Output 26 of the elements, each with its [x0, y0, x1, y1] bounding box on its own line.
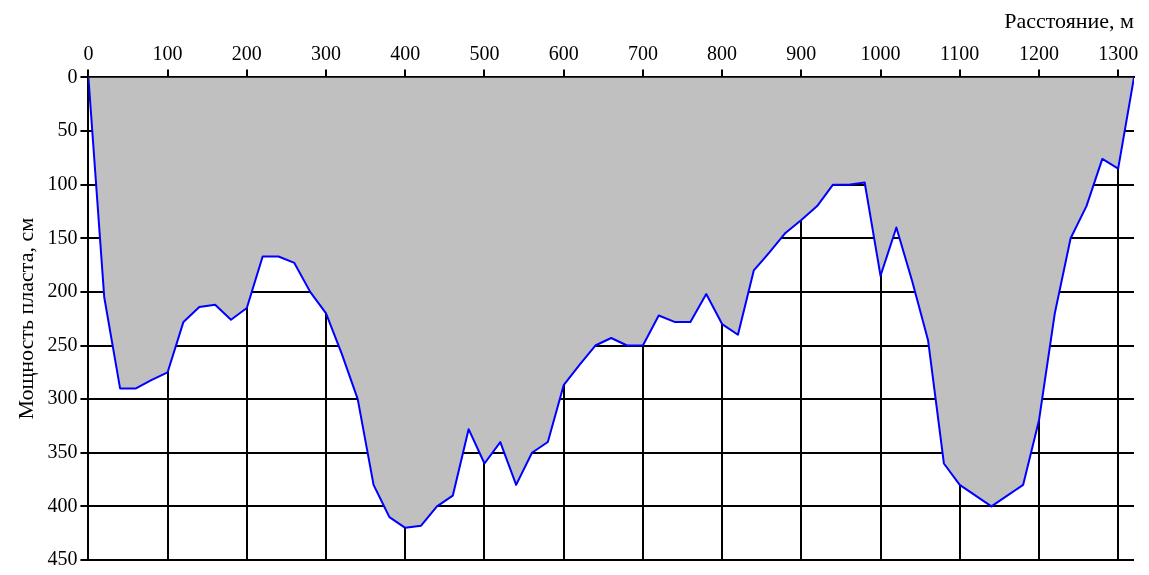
y-tick-label: 150: [47, 225, 78, 248]
x-tick-label: 1200: [1018, 41, 1059, 64]
y-tick-label: 300: [47, 386, 78, 409]
x-tick-label: 300: [311, 41, 342, 64]
y-tick-label: 450: [47, 547, 78, 570]
y-axis-title: Мощность пласта, см: [12, 217, 38, 420]
x-tick-label: 900: [786, 41, 817, 64]
x-axis-title: Расстояние, м: [1004, 7, 1135, 33]
x-tick-label: 200: [231, 41, 262, 64]
x-tick-label: 400: [390, 41, 421, 64]
x-tick-label: 800: [707, 41, 738, 64]
y-tick-label: 0: [67, 64, 78, 87]
y-tick-label: 200: [47, 279, 78, 302]
x-tick-label: 600: [548, 41, 579, 64]
x-tick-label: 700: [627, 41, 658, 64]
y-tick-label: 100: [47, 171, 78, 194]
y-tick-label: 400: [47, 493, 78, 516]
x-tick-label: 1000: [860, 41, 901, 64]
y-tick-label: 50: [57, 118, 78, 141]
x-tick-label: 100: [152, 41, 183, 64]
x-tick-label: 500: [469, 41, 500, 64]
x-tick-label: 0: [83, 41, 94, 64]
y-tick-label: 250: [47, 332, 78, 355]
y-tick-label: 350: [47, 440, 78, 463]
x-tick-label: 1100: [940, 41, 980, 64]
x-tick-label: 1300: [1098, 41, 1139, 64]
